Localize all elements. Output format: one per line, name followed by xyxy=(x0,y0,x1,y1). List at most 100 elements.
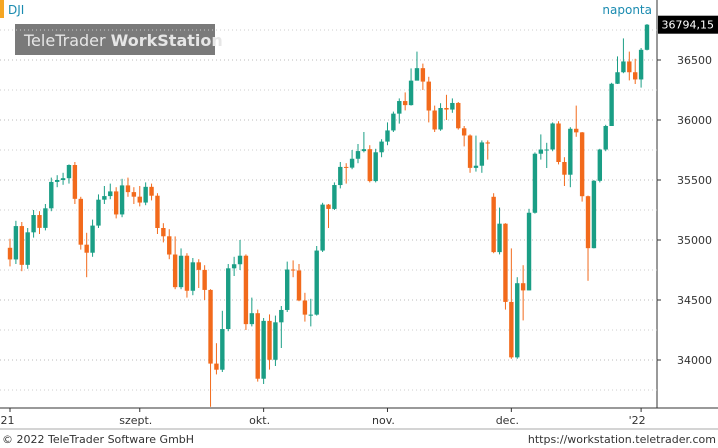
candle-body xyxy=(485,142,490,144)
candle-body xyxy=(249,313,255,325)
candle-body xyxy=(13,226,19,260)
candle-body xyxy=(196,262,201,270)
watermark: TeleTrader WorkStation xyxy=(23,31,223,50)
candle-body xyxy=(155,195,160,228)
candle-body xyxy=(361,149,367,152)
candle-body xyxy=(338,166,343,186)
candle-body xyxy=(66,165,72,179)
candle-body xyxy=(385,130,390,142)
candle-body xyxy=(84,244,89,253)
candle-body xyxy=(296,270,302,301)
candle-body xyxy=(473,165,479,168)
candle-body xyxy=(408,80,414,106)
candle-body xyxy=(402,101,408,106)
candle-body xyxy=(60,178,66,180)
x-tick-label: dec. xyxy=(496,414,519,427)
candle-body xyxy=(467,135,473,168)
candle-body xyxy=(638,49,644,80)
candle-body xyxy=(509,301,514,358)
candle-body xyxy=(644,24,650,50)
candle-body xyxy=(131,192,137,197)
candle-body xyxy=(184,255,190,291)
candle-body xyxy=(273,322,278,360)
candle-body xyxy=(178,255,184,288)
candle-body xyxy=(137,196,142,203)
candle-body xyxy=(308,314,314,316)
candle-body xyxy=(532,153,538,213)
candle-body xyxy=(544,149,549,151)
y-tick-label: 36500 xyxy=(677,54,712,67)
x-tick-label: szept. xyxy=(119,414,152,427)
candle-body xyxy=(125,185,131,193)
candle-body xyxy=(420,68,426,82)
candle-body xyxy=(479,142,485,166)
candle-body xyxy=(37,215,42,228)
candle-body xyxy=(226,268,231,330)
candle-body xyxy=(556,123,561,162)
candle-body xyxy=(597,149,603,181)
x-tick-label: okt. xyxy=(249,414,270,427)
candle-body xyxy=(627,61,632,73)
candle-body xyxy=(550,123,555,150)
candle-body xyxy=(320,204,325,251)
candle-body xyxy=(526,212,532,291)
copyright: © 2022 TeleTrader Software GmbH xyxy=(2,433,194,446)
candle-body xyxy=(220,329,225,370)
x-tick-label: nov. xyxy=(372,414,395,427)
candle-body xyxy=(414,68,420,81)
candle-body xyxy=(243,255,249,325)
candle-body xyxy=(102,196,107,200)
url: https://workstation.teletrader.com xyxy=(528,433,716,446)
candle-body xyxy=(497,223,502,253)
candle-body xyxy=(397,101,402,114)
candle-body xyxy=(461,128,467,136)
candle-body xyxy=(568,128,573,175)
candle-body xyxy=(355,151,361,159)
x-tick-label: '22 xyxy=(629,414,646,427)
candle-body xyxy=(450,102,455,110)
candle-body xyxy=(202,269,207,290)
candle-body xyxy=(167,236,172,255)
y-tick-label: 34500 xyxy=(677,294,712,307)
candle-body xyxy=(214,363,219,370)
candle-body xyxy=(90,225,95,253)
candle-body xyxy=(314,250,319,315)
candle-body xyxy=(25,232,30,265)
candle-body xyxy=(591,180,597,249)
candle-body xyxy=(302,300,308,315)
candle-body xyxy=(78,198,83,245)
candle-body xyxy=(349,158,355,168)
candle-body xyxy=(520,283,526,291)
candle-body xyxy=(7,247,13,260)
candle-body xyxy=(172,254,178,288)
candle-body xyxy=(54,180,60,182)
candle-body xyxy=(267,320,272,360)
candle-body xyxy=(326,204,331,209)
candle-body xyxy=(574,128,579,133)
last-value-box xyxy=(658,15,718,34)
candle-body xyxy=(456,102,461,129)
candle-body xyxy=(432,110,437,130)
candle-body xyxy=(49,181,54,209)
candle-body xyxy=(161,228,166,237)
candle-body xyxy=(43,208,48,228)
candle-body xyxy=(285,269,290,310)
candle-body xyxy=(391,113,396,131)
watermark-a: TeleTrader xyxy=(23,31,106,50)
candle-body xyxy=(373,152,378,182)
candle-body xyxy=(633,72,638,80)
candle-body xyxy=(438,108,443,130)
watermark-b: WorkStation xyxy=(111,31,223,50)
candle-body xyxy=(237,255,243,265)
candle-body xyxy=(615,72,620,84)
candle-body xyxy=(579,132,585,197)
candle-body xyxy=(367,149,372,182)
y-tick-label: 35500 xyxy=(677,174,712,187)
last-value-label: 36794,15 xyxy=(662,19,715,32)
candle-body xyxy=(208,289,213,364)
candle-body xyxy=(290,269,296,271)
subtitle: naponta xyxy=(602,3,652,17)
x-tick-label: '21 xyxy=(0,414,15,427)
